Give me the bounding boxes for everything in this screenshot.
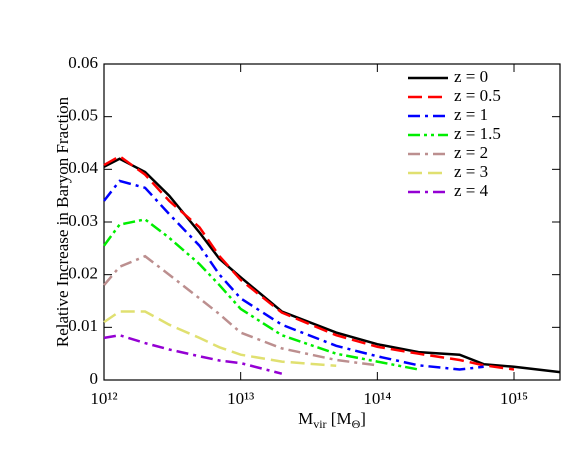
legend-label: z = 1.5 [454,124,501,143]
legend-label: z = 3 [454,162,488,181]
series-line [103,333,283,375]
y-tick-label: 0.06 [68,53,98,72]
legend-label: z = 0 [454,67,488,86]
x-label-part: Θ [352,417,361,431]
y-tick-label: 0.04 [68,158,98,177]
x-label-part: ] [360,409,366,428]
y-tick-label: 0.05 [68,106,98,125]
y-tick-label: 0.01 [68,316,98,335]
series-line [103,254,378,367]
series-line [102,218,419,371]
x-tick-label: 10¹⁵ [500,389,528,408]
x-label-part: vir [313,417,326,431]
x-tick-label: 10¹³ [227,389,254,408]
y-tick-label: 0.03 [68,211,98,230]
x-tick-label: 10¹² [90,389,117,408]
legend-label: z = 1 [454,105,488,124]
legend-label: z = 2 [454,143,488,162]
x-label-part: [M [327,409,352,428]
series-line [103,310,337,368]
legend-label: z = 0.5 [454,86,501,105]
series-line [103,179,484,371]
x-axis-label: Mvir [MΘ] [298,409,366,431]
x-tick-label: 10¹⁴ [363,389,391,408]
y-tick-label: 0 [90,369,99,388]
legend-label: z = 4 [454,181,489,200]
y-tick-label: 0.02 [68,264,98,283]
series-line [103,154,515,371]
y-axis-label: Relative Increase in Baryon Fraction [53,96,72,347]
x-label-part: M [298,409,313,428]
series-line [103,157,561,374]
plot-frame [103,63,561,381]
